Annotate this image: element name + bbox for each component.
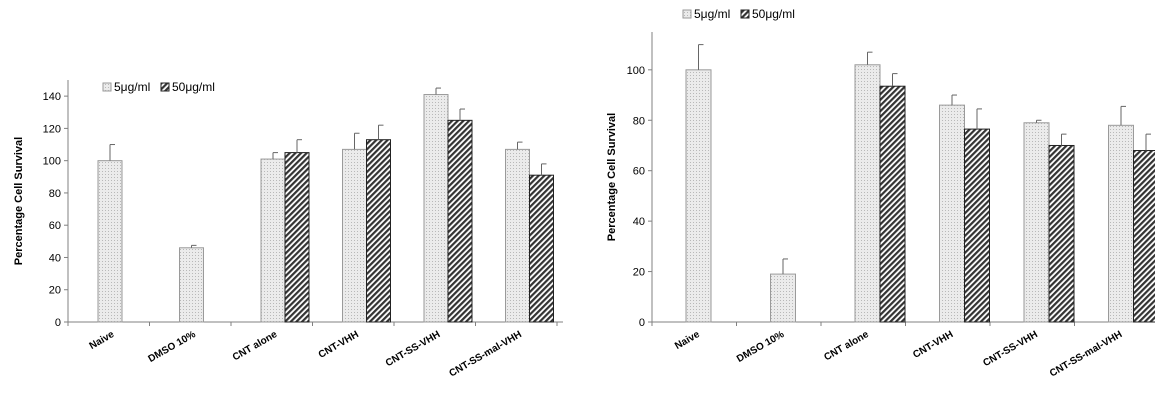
bar [342, 148, 367, 323]
chart-left: 0 20 40 60 80 100 120 140 Percentage Cell Surviv… [13, 80, 563, 379]
y-tick-label: 0 [55, 317, 61, 329]
x-category-label: CNT alone [822, 329, 871, 363]
y-tick-label: 40 [49, 252, 61, 264]
legend-swatch [740, 9, 750, 19]
y-tick-label: 80 [633, 115, 645, 127]
bar [1023, 122, 1050, 323]
bar [529, 174, 554, 323]
y-axis-title: Percentage Cell Survival [606, 113, 618, 241]
legend-label: 5μg/ml [694, 7, 730, 21]
y-axis-title: Percentage Cell Survival [13, 137, 25, 265]
legend-swatch [682, 9, 692, 19]
bar [505, 148, 530, 323]
bar [964, 128, 990, 323]
x-category-label: CNT-SS-VHH [384, 329, 442, 369]
bar [366, 139, 391, 323]
bar [685, 69, 712, 323]
bar [179, 247, 204, 323]
legend-label: 5μg/ml [114, 80, 150, 94]
bar [97, 160, 123, 323]
y-tick-label: 20 [633, 267, 645, 279]
bar [854, 64, 881, 323]
bar [1048, 144, 1075, 323]
bar [770, 273, 796, 323]
y-tick-label: 120 [43, 123, 61, 135]
chart-right: 0 20 40 60 80 100 Percentage Cell Survival Naiv… [606, 7, 1155, 379]
y-tick-label: 60 [49, 220, 61, 232]
legend-swatch [102, 82, 112, 92]
x-category-label: CNT-VHH [317, 329, 361, 361]
y-tick-label: 140 [43, 91, 61, 103]
x-category-label: CNT-SS-mal-VHH [448, 329, 524, 379]
bar [284, 152, 310, 323]
bar [1108, 124, 1134, 323]
legend-label: 50μg/ml [172, 80, 215, 94]
x-category-label: Naive [88, 329, 117, 352]
legend-label: 50μg/ml [752, 7, 795, 21]
bar [423, 94, 449, 323]
y-tick-label: 80 [49, 188, 61, 200]
bar [447, 119, 473, 323]
legend-swatch [160, 82, 170, 92]
bar [1133, 150, 1155, 323]
x-category-label: CNT-SS-VHH [981, 329, 1039, 369]
x-category-label: CNT alone [231, 329, 280, 363]
x-category-label: CNT-VHH [911, 329, 955, 361]
bar [260, 158, 286, 323]
x-category-label: DMSO 10% [147, 329, 198, 365]
bar [879, 85, 906, 323]
bar [939, 104, 965, 323]
x-category-label: Naive [673, 329, 702, 352]
y-tick-label: 100 [43, 156, 61, 168]
y-tick-label: 40 [633, 216, 645, 228]
y-tick-label: 60 [633, 166, 645, 178]
y-tick-label: 0 [639, 317, 645, 329]
x-category-label: CNT-SS-mal-VHH [1048, 329, 1124, 379]
y-tick-label: 100 [627, 65, 645, 77]
y-tick-label: 20 [49, 285, 61, 297]
x-category-label: DMSO 10% [735, 329, 786, 365]
